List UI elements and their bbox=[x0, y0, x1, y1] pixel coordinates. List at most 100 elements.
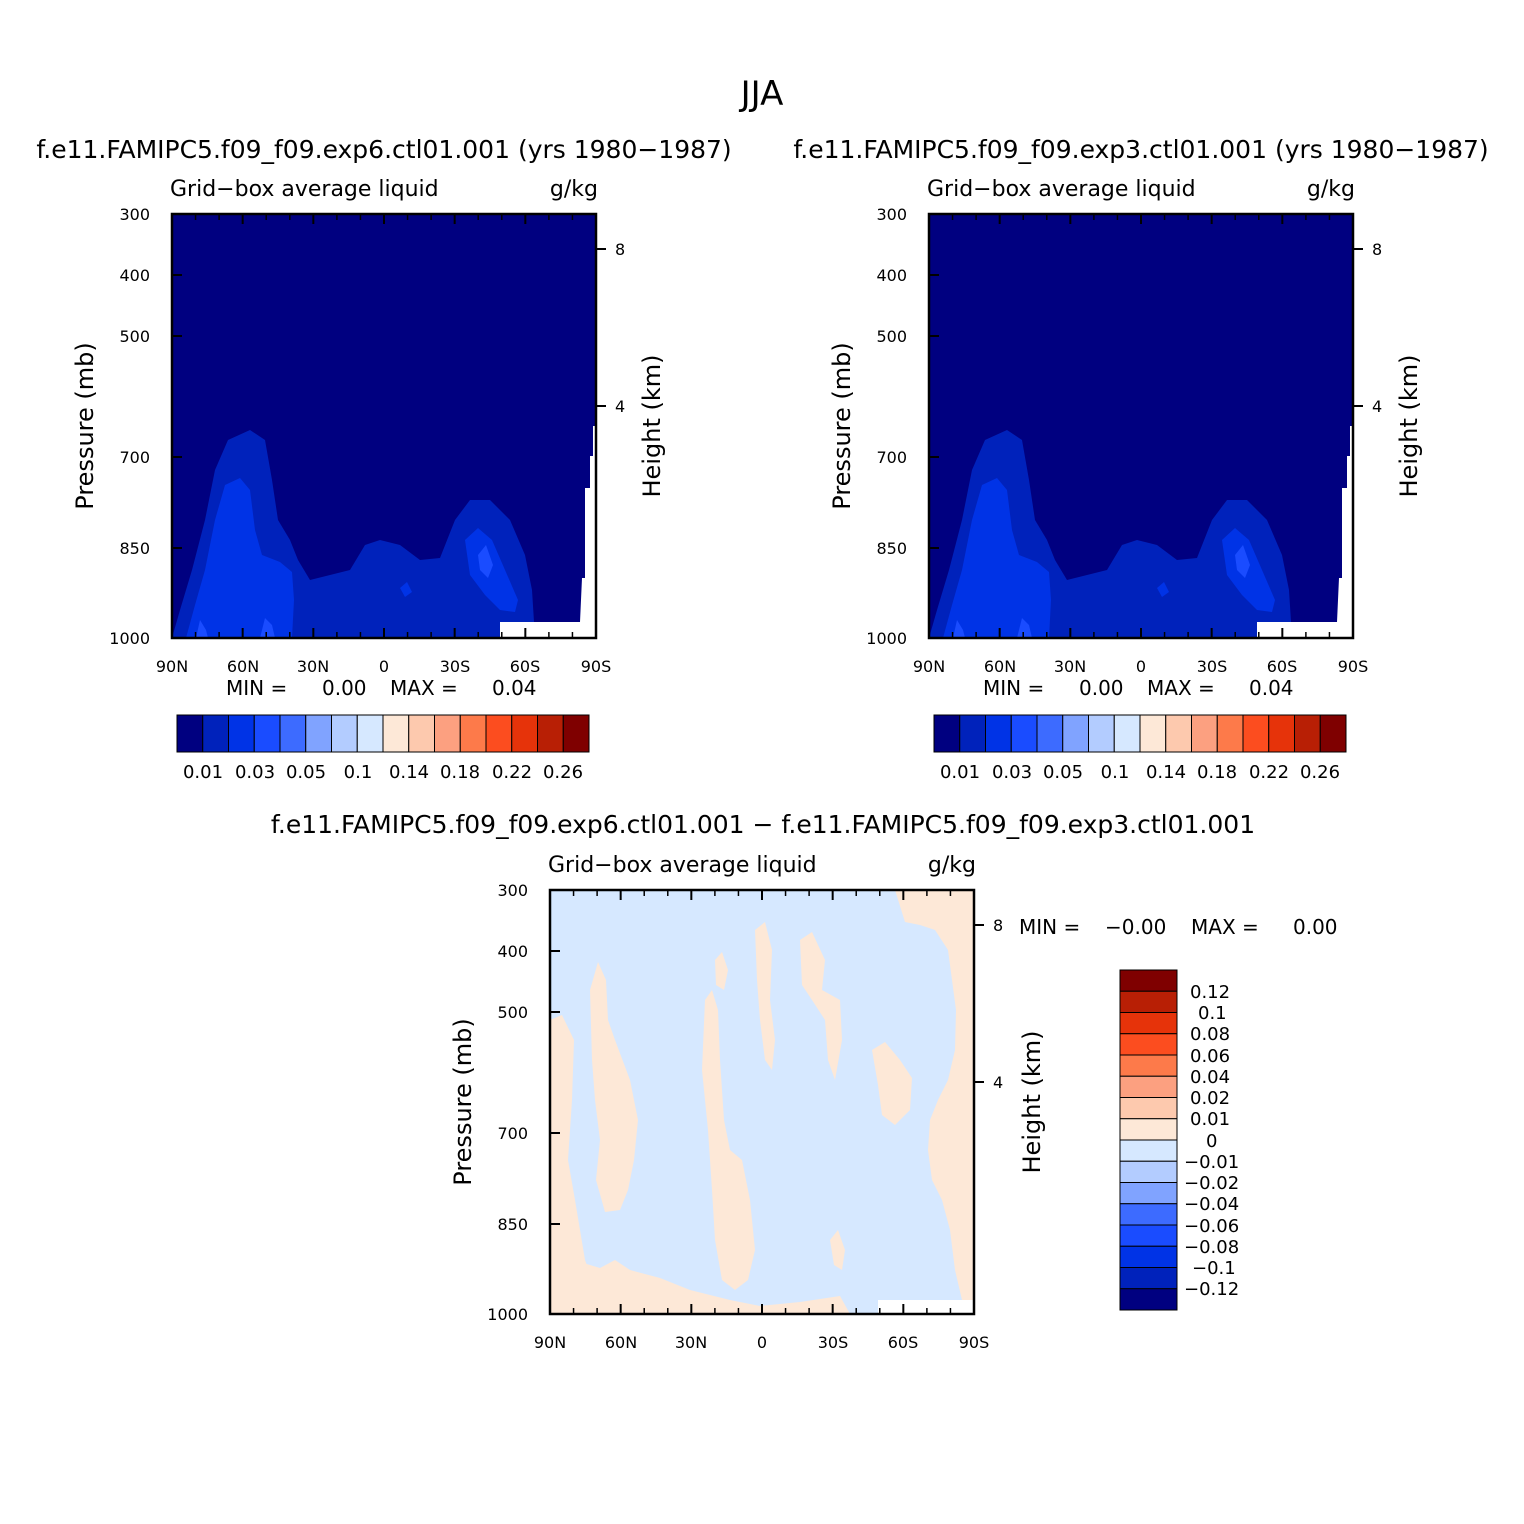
colorbar bbox=[933, 714, 1347, 753]
y-tick-label: 300 bbox=[876, 205, 907, 224]
y-tick-label: 700 bbox=[876, 448, 907, 467]
x-tick-label: 90N bbox=[913, 657, 945, 676]
colorbar-label: 0.26 bbox=[543, 762, 583, 783]
colorbar-swatch bbox=[1139, 714, 1167, 753]
colorbar bbox=[176, 714, 590, 753]
colorbar-swatch bbox=[1119, 1075, 1178, 1098]
x-tick-labels: 90N 60N 30N 0 30S 60S 90S bbox=[156, 657, 611, 676]
x-tick-label: 60N bbox=[605, 1333, 637, 1352]
y2-tick-labels: 8 4 bbox=[993, 916, 1003, 1092]
panel-title: f.e11.FAMIPC5.f09_f09.exp6.ctl01.001 (yr… bbox=[36, 135, 731, 164]
positive-region bbox=[590, 962, 638, 1212]
y-tick-label: 850 bbox=[497, 1215, 528, 1234]
y2-axis-label: Height (km) bbox=[638, 355, 666, 498]
colorbar-swatch bbox=[1119, 1054, 1178, 1077]
colorbar-label: 0.14 bbox=[1146, 762, 1186, 783]
x-tick-label: 60N bbox=[984, 657, 1016, 676]
colorbar-label: 0 bbox=[1206, 1131, 1217, 1152]
colorbar-swatch bbox=[1119, 1033, 1178, 1056]
colorbar-swatch bbox=[1119, 1267, 1178, 1290]
y2-tick-label: 4 bbox=[1372, 397, 1382, 416]
min-value: 0.00 bbox=[322, 676, 367, 700]
positive-region bbox=[550, 1015, 600, 1314]
colorbar-label: 0.26 bbox=[1300, 762, 1340, 783]
panel-difference: f.e11.FAMIPC5.f09_f09.exp6.ctl01.001 − f… bbox=[271, 810, 1338, 1352]
y-tick-label: 300 bbox=[497, 881, 528, 900]
colorbar-swatch bbox=[279, 714, 307, 753]
y2-tick-labels: 8 4 bbox=[1372, 240, 1382, 416]
y-tick-label: 400 bbox=[876, 266, 907, 285]
colorbar-swatch bbox=[1119, 1182, 1178, 1205]
max-label: MAX = bbox=[1191, 915, 1259, 939]
positive-region bbox=[872, 1042, 912, 1125]
colorbar-swatch bbox=[408, 714, 435, 753]
max-value: 0.00 bbox=[1293, 915, 1338, 939]
axis-ticks bbox=[928, 213, 1363, 639]
colorbar-label: 0.01 bbox=[940, 762, 980, 783]
x-tick-labels: 90N 60N 30N 0 30S 60S 90S bbox=[534, 1333, 989, 1352]
colorbar-swatch bbox=[1165, 714, 1192, 753]
panel-exp3: f.e11.FAMIPC5.f09_f09.exp3.ctl01.001 (yr… bbox=[793, 135, 1488, 783]
colorbar-label: 0.1 bbox=[344, 762, 373, 783]
contour-level-2 bbox=[186, 478, 294, 638]
colorbar bbox=[1119, 969, 1178, 1311]
y-tick-labels: 300 400 500 700 850 1000 bbox=[487, 881, 528, 1324]
x-tick-label: 30N bbox=[1054, 657, 1086, 676]
y2-tick-label: 8 bbox=[1372, 240, 1382, 259]
contour-field bbox=[172, 214, 596, 638]
colorbar-swatch bbox=[562, 714, 590, 753]
y-tick-label: 1000 bbox=[487, 1305, 528, 1324]
contour-level-3 bbox=[478, 545, 493, 578]
y-tick-label: 850 bbox=[876, 539, 907, 558]
colorbar-label: 0.1 bbox=[1101, 762, 1130, 783]
x-tick-label: 60S bbox=[888, 1333, 919, 1352]
x-tick-label: 60N bbox=[227, 657, 259, 676]
y-axis-label: Pressure (mb) bbox=[828, 342, 856, 509]
contour-level-3c bbox=[196, 618, 275, 638]
y-tick-label: 700 bbox=[119, 448, 150, 467]
missing-data-mask bbox=[1257, 426, 1353, 638]
colorbar-swatch bbox=[382, 714, 410, 753]
x-tick-label: 90N bbox=[534, 1333, 566, 1352]
y-tick-label: 300 bbox=[119, 205, 150, 224]
x-tick-label: 0 bbox=[757, 1333, 767, 1352]
colorbar-swatch bbox=[1268, 714, 1295, 753]
x-tick-labels: 90N 60N 30N 0 30S 60S 90S bbox=[913, 657, 1368, 676]
colorbar-swatch bbox=[228, 714, 255, 753]
x-tick-label: 30S bbox=[1197, 657, 1228, 676]
min-label: MIN = bbox=[226, 676, 287, 700]
colorbar-label: −0.02 bbox=[1184, 1173, 1239, 1194]
positive-region bbox=[800, 932, 842, 1080]
colorbar-swatch bbox=[331, 714, 358, 753]
y-tick-label: 400 bbox=[497, 942, 528, 961]
colorbar-swatch bbox=[511, 714, 538, 753]
y-tick-label: 1000 bbox=[866, 629, 907, 648]
colorbar-swatch bbox=[537, 714, 564, 753]
missing-data-mask bbox=[500, 426, 596, 638]
contour-level-3b bbox=[1157, 582, 1169, 597]
panel-subtitle-right: g/kg bbox=[550, 177, 598, 202]
y-tick-labels: 300 400 500 700 850 1000 bbox=[866, 205, 907, 648]
colorbar-swatch bbox=[434, 714, 461, 753]
min-value: 0.00 bbox=[1079, 676, 1124, 700]
colorbar-swatch bbox=[1036, 714, 1064, 753]
colorbar-swatch bbox=[459, 714, 487, 753]
colorbar-label: 0.03 bbox=[992, 762, 1032, 783]
colorbar-swatch bbox=[959, 714, 986, 753]
panel-subtitle-left: Grid−box average liquid bbox=[927, 177, 1196, 202]
colorbar-swatch bbox=[1010, 714, 1038, 753]
y-tick-label: 700 bbox=[497, 1124, 528, 1143]
colorbar-swatch bbox=[1119, 1224, 1178, 1247]
x-tick-label: 90S bbox=[581, 657, 612, 676]
x-tick-label: 30N bbox=[675, 1333, 707, 1352]
colorbar-label: 0.05 bbox=[286, 762, 326, 783]
positive-region bbox=[830, 1230, 845, 1270]
positive-contours bbox=[550, 890, 974, 1314]
colorbar-labels: 0.01 0.03 0.05 0.1 0.14 0.18 0.22 0.26 bbox=[940, 762, 1340, 783]
colorbar-swatch bbox=[176, 714, 204, 753]
min-value: −0.00 bbox=[1105, 915, 1166, 939]
y2-tick-labels: 8 4 bbox=[615, 240, 625, 416]
y2-tick-label: 4 bbox=[615, 397, 625, 416]
colorbar-label: 0.06 bbox=[1190, 1046, 1230, 1067]
